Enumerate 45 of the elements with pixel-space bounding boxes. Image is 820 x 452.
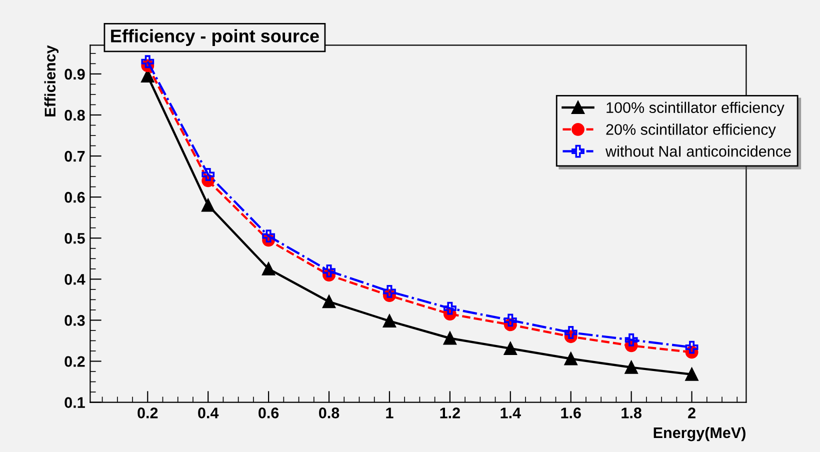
point	[262, 230, 276, 243]
chart-title: Efficiency - point source	[111, 29, 319, 46]
point	[262, 262, 276, 276]
point	[504, 342, 517, 355]
y-tick-label: 0.4	[64, 274, 86, 285]
legend-label: without NaI anticoincidence	[605, 146, 791, 157]
legend-label: 100% scintillator efficiency	[606, 102, 784, 116]
point	[202, 168, 215, 181]
point	[685, 368, 698, 381]
y-tick-label: 0.1	[64, 397, 85, 408]
point	[141, 70, 154, 82]
x-tick-label: 1.2	[440, 408, 460, 418]
point	[443, 332, 456, 345]
x-tick-label: 0.2	[138, 408, 158, 418]
point	[322, 295, 336, 308]
x-tick-label: 1.6	[561, 408, 581, 418]
y-tick-label: 0.6	[64, 192, 85, 203]
point	[202, 198, 215, 212]
y-tick-label: 0.9	[64, 68, 85, 80]
point	[443, 302, 456, 315]
y-tick-label: 0.3	[64, 315, 85, 326]
point	[383, 314, 396, 328]
point	[322, 264, 336, 278]
x-tick-label: 2	[688, 408, 696, 418]
y-axis-title: Efficiency	[44, 45, 59, 116]
point	[685, 340, 698, 354]
x-tick-label: 1	[386, 408, 394, 418]
x-tick-label: 0.8	[319, 408, 340, 418]
point	[564, 326, 578, 339]
point	[141, 55, 154, 68]
y-tick-label: 0.8	[64, 110, 85, 121]
point	[624, 333, 638, 346]
x-tick-label: 0.6	[258, 408, 279, 418]
x-tick-label: 0.4	[198, 408, 219, 418]
x-tick-label: 1.4	[500, 408, 521, 418]
y-tick-label: 0.5	[64, 232, 85, 244]
point	[383, 285, 396, 298]
x-tick-label: 1.8	[622, 408, 642, 418]
legend-label: 20% scintillator efficiency	[606, 124, 776, 138]
point	[624, 360, 638, 374]
y-tick-label: 0.7	[64, 150, 85, 162]
point	[504, 314, 517, 327]
x-axis-title: Energy(MeV)	[654, 426, 746, 442]
y-tick-label: 0.2	[64, 356, 85, 367]
point	[564, 352, 578, 366]
